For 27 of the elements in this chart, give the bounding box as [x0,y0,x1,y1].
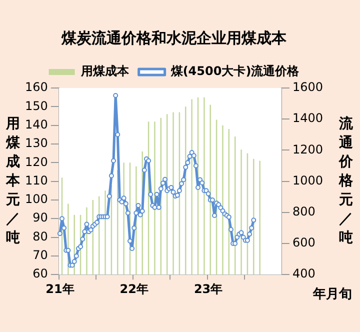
y2-tick-label: 1400 [292,111,324,126]
y-tick-label: 130 [25,136,48,150]
y-tick-label: 110 [25,173,48,188]
chart-title: 煤炭流通价格和水泥企业用煤成本 [60,28,288,47]
y2-tick-label: 1600 [292,80,324,94]
y-tick-label: 90 [32,210,48,225]
x-axis-title: 年月旬 [313,286,352,303]
y-tick-label: 150 [25,98,48,113]
x-tick-label: 23年 [194,282,223,296]
x-tick-label: 21年 [46,282,74,296]
y2-tick-label: 400 [292,266,316,281]
y-tick-label: 100 [25,192,48,206]
y2-tick-label: 1200 [292,142,324,156]
y-axis-title: 用煤成本元／吨 [5,116,21,248]
y2-tick-label: 600 [292,236,316,250]
y-tick-label: 140 [25,117,48,132]
y-tick-label: 80 [32,229,48,244]
y2-tick-label: 1000 [292,173,324,188]
y-tick-label: 160 [25,80,48,94]
legend-label: 煤(4500大卡)流通价格 [170,64,300,78]
y-tick-label: 120 [25,154,48,169]
y2-axis-title: 流通价格元／吨 [338,116,354,248]
y-tick-label: 60 [32,266,48,281]
x-tick-label: 22年 [120,282,148,296]
y-tick-label: 70 [32,248,48,262]
y2-tick-label: 800 [292,204,316,219]
legend-label: 用煤成本 [80,64,130,78]
